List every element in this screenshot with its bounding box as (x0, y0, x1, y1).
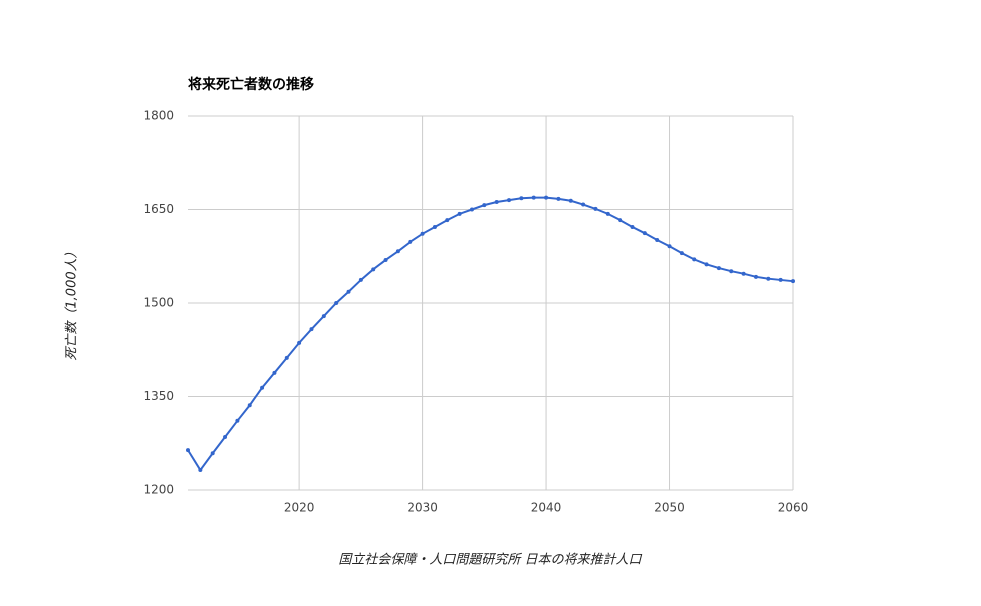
data-point (741, 271, 746, 276)
data-point (531, 195, 536, 200)
data-point (469, 207, 474, 212)
data-point (791, 279, 795, 284)
data-point (507, 198, 512, 203)
data-line (187, 196, 794, 472)
data-point (692, 257, 697, 262)
data-point (284, 355, 289, 360)
data-point (766, 276, 771, 281)
data-point (223, 435, 228, 440)
data-point (593, 206, 598, 211)
data-point (704, 262, 709, 267)
data-point (334, 301, 339, 305)
data-point (729, 269, 734, 274)
data-point (753, 274, 758, 279)
data-point (655, 238, 660, 243)
data-point (642, 231, 647, 236)
y-tick-label: 1200 (143, 483, 174, 497)
data-point (556, 196, 561, 201)
data-point (309, 327, 314, 332)
data-point (544, 195, 549, 200)
y-tick-label: 1350 (143, 389, 174, 403)
data-point (716, 266, 721, 271)
data-point (260, 385, 265, 390)
data-point (581, 202, 586, 207)
x-tick-label: 2050 (654, 501, 685, 515)
data-point (247, 403, 252, 408)
data-point (395, 249, 400, 254)
source-note: 国立社会保障・人口問題研究所 日本の将来推計人口 (338, 552, 642, 568)
data-point (482, 203, 487, 208)
data-point (432, 224, 437, 229)
data-point (445, 218, 450, 223)
x-tick-label: 2060 (778, 501, 809, 515)
data-point (186, 448, 190, 453)
data-point (297, 340, 302, 345)
data-point (408, 239, 413, 244)
data-point (457, 211, 462, 216)
data-point (235, 418, 240, 423)
data-point (346, 289, 351, 294)
data-point (371, 267, 376, 272)
data-point (679, 251, 684, 256)
data-point (210, 451, 215, 456)
y-tick-label: 1500 (143, 296, 174, 310)
x-tick-label: 2030 (407, 501, 438, 515)
data-point (358, 277, 363, 282)
data-point (605, 211, 610, 216)
data-point (420, 231, 425, 236)
y-tick-label: 1800 (143, 109, 174, 123)
data-point (568, 198, 573, 203)
data-point (198, 468, 203, 473)
data-point (272, 370, 277, 375)
data-point (778, 277, 783, 282)
chart-title: 将来死亡者数の推移 (188, 76, 314, 93)
data-point (618, 218, 623, 223)
x-tick-label: 2020 (284, 501, 315, 515)
data-point (383, 257, 388, 262)
data-point (630, 224, 635, 229)
data-point (667, 244, 672, 249)
y-axis-label: 死亡数（1,000人） (64, 245, 80, 360)
data-point (519, 196, 524, 201)
y-tick-label: 1650 (143, 202, 174, 216)
data-point (321, 314, 326, 319)
data-point (494, 200, 499, 205)
x-tick-label: 2040 (531, 501, 562, 515)
